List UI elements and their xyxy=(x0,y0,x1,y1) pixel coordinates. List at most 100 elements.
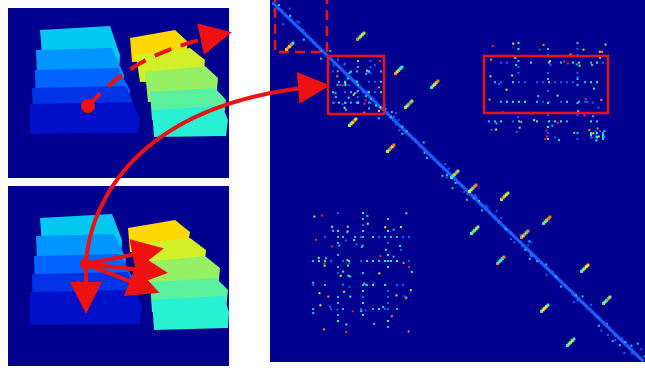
block-cell xyxy=(516,131,518,133)
block-cell xyxy=(356,243,358,245)
block-row-cell xyxy=(512,101,514,103)
block-row-cell xyxy=(372,236,374,238)
block-row-cell xyxy=(548,81,550,83)
block-row-cell xyxy=(596,138,598,140)
block-cell xyxy=(342,84,344,86)
block-cell xyxy=(348,97,350,99)
near-diagonal-cell xyxy=(487,207,489,209)
block-col-cell xyxy=(547,72,549,74)
streak-cell xyxy=(526,230,529,233)
block-row-cell xyxy=(542,81,544,83)
near-diagonal-cell xyxy=(446,174,448,176)
block-cell xyxy=(491,129,493,131)
block-row-cell xyxy=(354,236,356,238)
near-diagonal-cell xyxy=(520,234,522,236)
block-row-cell xyxy=(338,81,340,83)
block-col-cell xyxy=(370,72,372,74)
block-row-cell xyxy=(530,62,532,64)
block-row-cell xyxy=(374,81,376,83)
block-col-cell xyxy=(387,302,389,304)
block-col-cell xyxy=(547,138,549,140)
block-cell xyxy=(332,230,334,232)
block-cell xyxy=(405,212,407,214)
block-row-cell xyxy=(506,62,508,64)
block-cell xyxy=(539,49,541,51)
block-cell xyxy=(312,312,314,314)
near-diagonal-cell xyxy=(631,345,633,347)
block-col-cell xyxy=(518,66,520,68)
near-diagonal-cell xyxy=(494,215,496,217)
block-cell xyxy=(601,51,603,53)
near-diagonal-cell xyxy=(488,210,490,212)
block-cell xyxy=(577,76,579,78)
block-col-cell xyxy=(547,90,549,92)
block-cell xyxy=(364,103,366,105)
block-col-cell xyxy=(387,260,389,262)
block-col-cell xyxy=(547,48,549,50)
block-cell xyxy=(520,121,522,123)
block-row-cell xyxy=(500,81,502,83)
block-col-cell xyxy=(362,314,364,316)
block-row-cell xyxy=(330,260,332,262)
streak-cell xyxy=(410,100,413,103)
block-cell xyxy=(393,229,395,231)
block-cell xyxy=(512,43,514,45)
near-diagonal-cell xyxy=(395,112,397,114)
block-row-cell xyxy=(372,308,374,310)
streak-cell xyxy=(586,264,589,267)
block-row-cell xyxy=(584,81,586,83)
near-diagonal-cell xyxy=(452,187,454,189)
block-col-cell xyxy=(357,84,359,86)
near-diagonal-cell xyxy=(442,175,444,177)
near-diagonal-cell xyxy=(297,21,299,23)
streak-cell xyxy=(546,304,549,307)
near-diagonal-cell xyxy=(521,245,523,247)
block-row-cell xyxy=(374,91,376,93)
streak-cell xyxy=(400,66,403,69)
block-row-cell xyxy=(344,81,346,83)
block-cell xyxy=(331,245,333,247)
block-row-cell xyxy=(554,120,556,122)
block-cell xyxy=(554,136,556,138)
affinity-matrix-panel xyxy=(270,0,645,362)
block-cell xyxy=(551,125,553,127)
block-row-cell xyxy=(602,62,604,64)
block-cell xyxy=(367,223,369,225)
block-row-cell xyxy=(566,120,568,122)
block-cell xyxy=(579,65,581,67)
block-cell xyxy=(349,262,351,264)
block-cell xyxy=(495,129,497,131)
block-cell xyxy=(490,59,492,61)
near-diagonal-cell xyxy=(560,286,562,288)
near-diagonal-cell xyxy=(406,130,408,132)
near-diagonal-cell xyxy=(612,340,614,342)
block-row-cell xyxy=(596,136,598,138)
block-cell xyxy=(345,239,347,241)
block-cell xyxy=(346,231,348,233)
block-row-cell xyxy=(500,62,502,64)
block-row-cell xyxy=(494,120,496,122)
block-row-cell xyxy=(330,308,332,310)
block-cell xyxy=(411,271,413,273)
block-cell xyxy=(343,291,345,293)
block-col-cell xyxy=(337,302,339,304)
near-diagonal-cell xyxy=(619,344,621,346)
block-row-cell xyxy=(518,81,520,83)
block-cell xyxy=(404,295,406,297)
block-cell xyxy=(347,78,349,80)
block-row-cell xyxy=(512,120,514,122)
near-diagonal-cell xyxy=(463,191,465,193)
block-cell xyxy=(335,92,337,94)
streak-cell xyxy=(608,296,611,299)
block-row-cell xyxy=(560,101,562,103)
block-cell xyxy=(344,107,346,109)
block-cell xyxy=(339,84,341,86)
block-row-cell xyxy=(566,81,568,83)
near-diagonal-cell xyxy=(444,163,446,165)
block-col-cell xyxy=(357,60,359,62)
block-cell xyxy=(365,99,367,101)
near-diagonal-cell xyxy=(466,199,468,201)
near-diagonal-cell xyxy=(600,330,602,332)
block-row-cell xyxy=(368,81,370,83)
